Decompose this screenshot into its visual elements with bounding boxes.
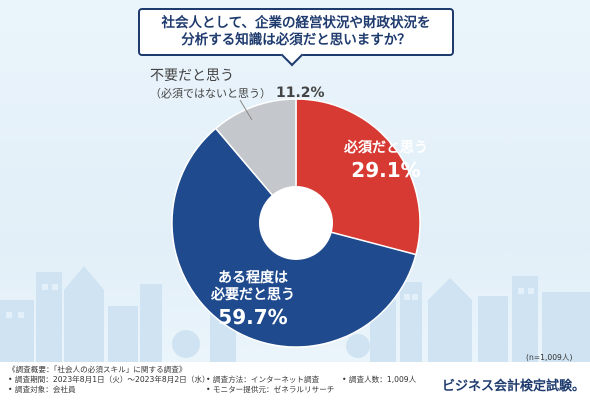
question-line-2: 分析する知識は必須だと思いますか？ — [181, 32, 411, 48]
slice-label-2-line-1: ある程度は — [218, 269, 288, 286]
slice-label-3-line-1: 不要だと思う — [150, 68, 234, 84]
slice-value-3: 11.2% — [276, 85, 325, 101]
survey-column-1: 《調査概要：「社会人の必須スキル」に関する調査》 • 調査期間：2023年8月1… — [8, 365, 210, 395]
slice-label-3-line-2: （必須ではないと思う） — [150, 87, 271, 100]
slice-value-1: 29.1% — [351, 158, 420, 182]
question-line-1: 社会人として、企業の経営状況や財政状況を — [161, 15, 431, 31]
question-text: 社会人として、企業の経営状況や財政状況を 分析する知識は必須だと思いますか？ — [140, 15, 452, 49]
slice-label-2-line-2: 必要だと思う — [210, 286, 295, 303]
slice-label-group-3: 不要だと思う （必須ではないと思う） 11.2% — [150, 68, 325, 101]
leader-line — [239, 99, 253, 121]
survey-column-3: • 調査人数：1,009人 — [342, 375, 416, 385]
brand-logo: ビジネス会計検定試験。 — [442, 379, 586, 394]
slice-label-1-line-1: 必須だと思う — [343, 139, 428, 156]
sample-size-note: (n=1,009人) — [526, 353, 573, 362]
survey-period: • 調査期間：2023年8月1日（火）〜2023年8月2日（水） — [8, 375, 210, 384]
slice-value-2: 59.7% — [218, 305, 287, 329]
survey-target: • 調査対象：会社員 — [8, 385, 76, 394]
survey-column-2: • 調査方法：インターネット調査 • モニター提供元：ゼネラルリサーチ — [206, 375, 334, 395]
survey-method: • 調査方法：インターネット調査 — [206, 375, 320, 384]
slice-label-group-1: 必須だと思う 29.1% — [343, 139, 428, 182]
question-bubble: 社会人として、企業の経営状況や財政状況を 分析する知識は必須だと思いますか？ — [138, 8, 454, 56]
survey-footer: 《調査概要：「社会人の必須スキル」に関する調査》 • 調査期間：2023年8月1… — [0, 362, 590, 408]
survey-title: 《調査概要：「社会人の必須スキル」に関する調査》 — [8, 365, 187, 374]
survey-respondents: • 調査人数：1,009人 — [342, 375, 417, 384]
donut-hole — [259, 186, 333, 260]
survey-provider: • モニター提供元：ゼネラルリサーチ — [206, 385, 335, 394]
